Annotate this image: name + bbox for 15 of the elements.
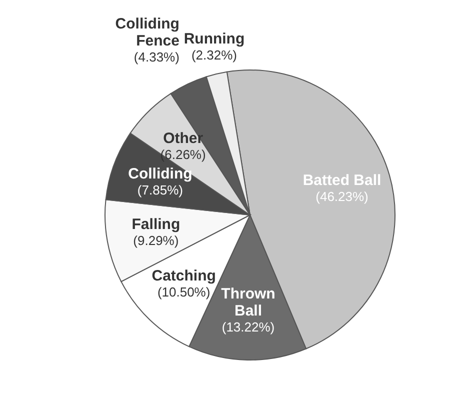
slice-label: Catching xyxy=(152,268,216,285)
slice-label: Batted Ball xyxy=(302,172,382,190)
data-label: (6.26%) xyxy=(160,147,206,162)
slice-label: Running xyxy=(184,30,245,48)
data-label: (7.85%) xyxy=(137,182,183,198)
slice-label: Colliding Fence xyxy=(115,15,180,50)
data-label: (46.23%) xyxy=(316,189,368,204)
data-label: (2.32%) xyxy=(191,48,237,63)
data-label: (4.33%) xyxy=(134,49,180,64)
slice-label: Thrown Ball xyxy=(221,286,276,320)
data-label: (10.50%) xyxy=(157,284,210,300)
slice-label: Falling xyxy=(132,216,180,234)
data-label: (9.29%) xyxy=(133,233,179,248)
data-label: (13.22%) xyxy=(222,320,275,335)
slice-label: Colliding xyxy=(128,165,192,182)
